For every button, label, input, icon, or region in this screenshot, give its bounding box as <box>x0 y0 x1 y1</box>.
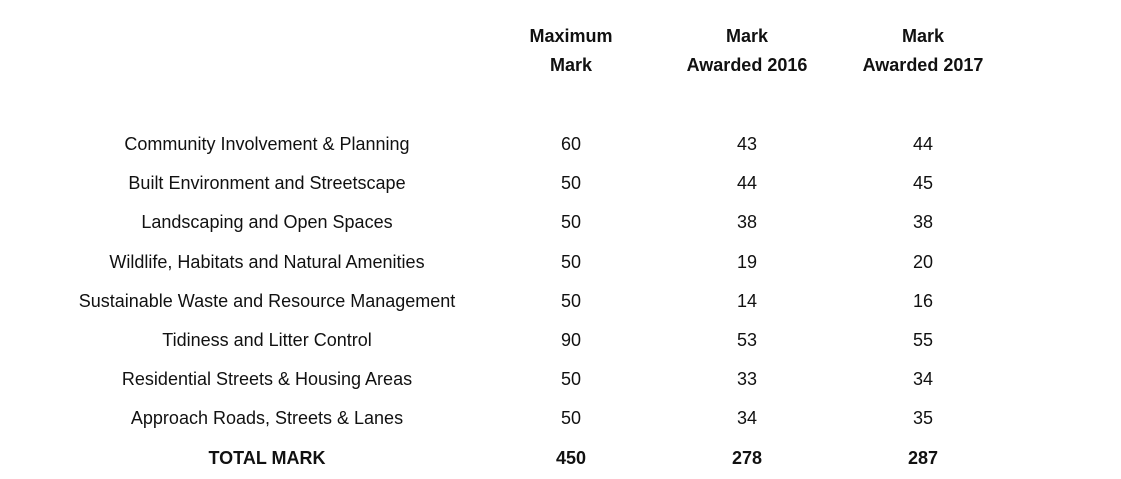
maximum-mark-cell: 50 <box>560 173 582 194</box>
header-mark-awarded-2016: Mark Awarded 2016 <box>657 22 837 80</box>
mark-2016-cell: 34 <box>736 408 758 429</box>
table-row: Wildlife, Habitats and Natural Amenities… <box>0 243 1121 282</box>
mark-2017-cell: 34 <box>912 369 934 390</box>
header-maximum-mark: Maximum Mark <box>496 22 646 80</box>
table-row: Community Involvement & Planning 60 43 4… <box>0 125 1121 164</box>
mark-2016-cell: 44 <box>736 173 758 194</box>
mark-2016-cell: 53 <box>736 329 758 350</box>
mark-2017-cell: 44 <box>912 134 934 154</box>
mark-2017-cell: 16 <box>912 290 934 311</box>
table-row: Built Environment and Streetscape 50 44 … <box>0 164 1121 203</box>
category-label: Built Environment and Streetscape <box>128 173 406 194</box>
table-row: Landscaping and Open Spaces 50 38 38 <box>0 203 1121 242</box>
mark-2017-cell: 20 <box>912 251 934 272</box>
header-mark-2016-line2: Awarded 2016 <box>686 55 808 75</box>
maximum-mark-cell: 50 <box>560 290 582 311</box>
mark-2017-cell: 55 <box>912 329 934 350</box>
maximum-mark-cell: 60 <box>560 134 582 154</box>
mark-2017-cell: 45 <box>912 173 934 194</box>
maximum-mark-cell: 50 <box>560 408 582 429</box>
header-mark-2017-line1: Mark <box>901 26 945 46</box>
table-row: Sustainable Waste and Resource Managemen… <box>0 282 1121 321</box>
mark-2017-cell: 38 <box>912 212 934 233</box>
header-mark-awarded-2017: Mark Awarded 2017 <box>833 22 1013 80</box>
header-maximum-mark-line2: Mark <box>549 55 593 75</box>
maximum-mark-cell: 90 <box>560 329 582 350</box>
header-mark-2017-line2: Awarded 2017 <box>862 55 984 75</box>
category-label: Community Involvement & Planning <box>124 134 410 154</box>
mark-2016-cell: 38 <box>736 212 758 233</box>
table-row: Approach Roads, Streets & Lanes 50 34 35 <box>0 399 1121 438</box>
table-row: Tidiness and Litter Control 90 53 55 <box>0 321 1121 360</box>
total-maximum-mark: 450 <box>555 447 587 468</box>
mark-2016-cell: 19 <box>736 251 758 272</box>
category-label: Tidiness and Litter Control <box>162 329 372 350</box>
total-label: TOTAL MARK <box>208 447 326 468</box>
maximum-mark-cell: 50 <box>560 212 582 233</box>
header-maximum-mark-line1: Maximum <box>529 26 613 46</box>
total-row: TOTAL MARK 450 278 287 <box>0 439 1121 478</box>
category-label: Landscaping and Open Spaces <box>141 212 393 233</box>
maximum-mark-cell: 50 <box>560 251 582 272</box>
mark-2016-cell: 14 <box>736 290 758 311</box>
category-label: Residential Streets & Housing Areas <box>121 369 413 390</box>
mark-2016-cell: 33 <box>736 369 758 390</box>
table-body: Community Involvement & Planning 60 43 4… <box>0 125 1121 478</box>
category-label: Sustainable Waste and Resource Managemen… <box>78 290 456 311</box>
category-label: Wildlife, Habitats and Natural Amenities <box>109 251 425 272</box>
maximum-mark-cell: 50 <box>560 369 582 390</box>
total-mark-2017: 287 <box>907 447 939 468</box>
table-header-row: Maximum Mark Mark Awarded 2016 Mark Awar… <box>0 22 1121 82</box>
mark-2017-cell: 35 <box>912 408 934 429</box>
category-label: Approach Roads, Streets & Lanes <box>130 408 404 429</box>
header-mark-2016-line1: Mark <box>725 26 769 46</box>
total-mark-2016: 278 <box>731 447 763 468</box>
table-row: Residential Streets & Housing Areas 50 3… <box>0 360 1121 399</box>
mark-2016-cell: 43 <box>736 134 758 154</box>
